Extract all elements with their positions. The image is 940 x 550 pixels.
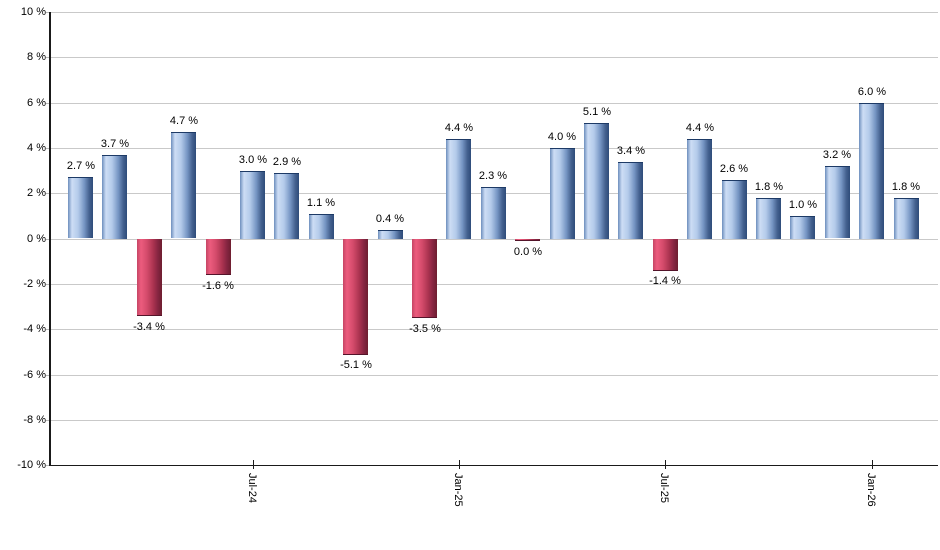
x-axis-tick [665, 460, 666, 469]
y-axis-tick-label: -8 % [23, 414, 46, 426]
x-axis-line [50, 465, 938, 466]
bar[interactable] [894, 198, 919, 239]
bar-value-label: -1.4 % [649, 275, 681, 287]
y-axis-tick [46, 57, 50, 58]
y-axis-tick [46, 329, 50, 330]
y-axis-tick-label: -6 % [23, 369, 46, 381]
y-axis-tick [46, 239, 50, 240]
bar[interactable] [274, 173, 299, 239]
bar[interactable] [206, 239, 231, 275]
bar-value-label: 4.4 % [685, 122, 715, 134]
bar-value-label: 2.9 % [272, 156, 302, 168]
bar-value-label: 6.0 % [857, 86, 887, 98]
bar-value-label: 0.0 % [513, 246, 543, 258]
gridline [50, 12, 938, 13]
gridline [50, 239, 938, 240]
bar-value-label: 1.8 % [754, 181, 784, 193]
bar[interactable] [790, 216, 815, 239]
bar[interactable] [240, 171, 265, 239]
gridline [50, 329, 938, 330]
bar-value-label: 4.4 % [444, 122, 474, 134]
bar[interactable] [343, 239, 368, 355]
y-axis-tick [46, 148, 50, 149]
y-axis-tick [46, 375, 50, 376]
y-axis-tick-label: 10 % [20, 6, 46, 18]
x-axis-tick-label: Jan-26 [865, 473, 877, 507]
y-axis-tick [46, 12, 50, 13]
y-axis-tick-label: 6 % [27, 97, 46, 109]
bar[interactable] [722, 180, 747, 239]
bar[interactable] [171, 132, 196, 238]
x-axis-tick [872, 460, 873, 469]
bar[interactable] [550, 148, 575, 239]
bar[interactable] [481, 187, 506, 239]
bar-value-label: 3.2 % [822, 149, 852, 161]
bar-value-label: 1.0 % [788, 199, 818, 211]
bar-value-label: -3.5 % [409, 323, 441, 335]
bar-value-label: -3.4 % [133, 321, 165, 333]
y-axis-line [49, 12, 51, 466]
y-axis-tick-label: 0 % [27, 233, 46, 245]
bar-value-label: 2.7 % [66, 160, 96, 172]
bar-value-label: 4.7 % [169, 115, 199, 127]
bar[interactable] [618, 162, 643, 239]
y-axis-tick-label: -4 % [23, 323, 46, 335]
bar-value-label: 1.1 % [306, 197, 336, 209]
gridline [50, 103, 938, 104]
y-axis-tick [46, 103, 50, 104]
x-axis-tick [459, 460, 460, 469]
bar[interactable] [309, 214, 334, 239]
bar[interactable] [687, 139, 712, 239]
bar-value-label: 1.8 % [891, 181, 921, 193]
y-axis-tick-label: -2 % [23, 278, 46, 290]
bar[interactable] [412, 239, 437, 318]
gridline [50, 420, 938, 421]
bar-value-label: 2.3 % [478, 170, 508, 182]
gridline [50, 57, 938, 58]
y-axis-tick [46, 465, 50, 466]
bar-value-label: 3.4 % [616, 145, 646, 157]
bar[interactable] [68, 177, 93, 238]
bar[interactable] [446, 139, 471, 239]
bar[interactable] [515, 239, 540, 241]
y-axis-tick-label: 4 % [27, 142, 46, 154]
y-axis-tick-label: -10 % [17, 459, 46, 471]
bar[interactable] [584, 123, 609, 239]
gridline [50, 284, 938, 285]
bar-value-label: 0.4 % [375, 213, 405, 225]
bar[interactable] [825, 166, 850, 238]
gridline [50, 148, 938, 149]
bar-value-label: 3.7 % [100, 138, 130, 150]
y-axis-tick [46, 284, 50, 285]
gridline [50, 375, 938, 376]
x-axis-tick-label: Jul-25 [658, 473, 670, 503]
bar[interactable] [102, 155, 127, 239]
y-axis-tick-label: 8 % [27, 51, 46, 63]
bar-value-label: 4.0 % [547, 131, 577, 143]
y-axis-tick [46, 193, 50, 194]
bar-value-label: -5.1 % [340, 359, 372, 371]
bar[interactable] [859, 103, 884, 239]
x-axis-tick-label: Jul-24 [246, 473, 258, 503]
x-axis-tick [253, 460, 254, 469]
bar[interactable] [756, 198, 781, 239]
bar-value-label: -1.6 % [202, 280, 234, 292]
x-axis-tick-label: Jan-25 [452, 473, 464, 507]
bar-value-label: 5.1 % [582, 106, 612, 118]
bar-value-label: 3.0 % [238, 154, 268, 166]
bar-value-label: 2.6 % [719, 163, 749, 175]
y-axis-tick [46, 420, 50, 421]
bar[interactable] [378, 230, 403, 239]
y-axis-tick-label: 2 % [27, 187, 46, 199]
bar[interactable] [137, 239, 162, 316]
bar[interactable] [653, 239, 678, 271]
